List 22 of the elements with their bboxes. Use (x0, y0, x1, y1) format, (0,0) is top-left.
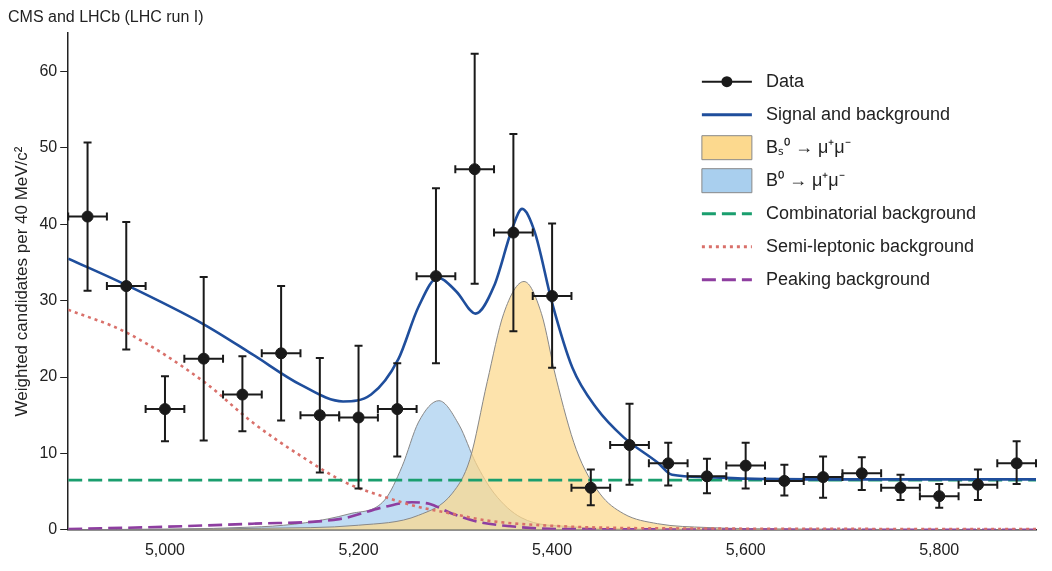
y-tick-label: 60 (39, 61, 58, 79)
legend-label: Bₛ⁰ → μ⁺μ⁻ (765, 136, 851, 157)
x-tick-label: 5,000 (144, 540, 186, 558)
x-tick-label: 5,400 (532, 540, 573, 558)
legend-label: Semi-leptonic background (765, 235, 974, 256)
x-tick-label: 5,200 (338, 540, 379, 558)
legend-label: Combinatorial background (765, 202, 976, 223)
legend-label: Peaking background (765, 268, 930, 289)
y-tick-label: 10 (39, 443, 58, 461)
y-tick-label: 0 (48, 520, 58, 538)
line-series (68, 207, 1036, 481)
legend-label: Data (765, 70, 805, 91)
y-tick-label: 50 (39, 138, 58, 156)
x-tick-label: 5,600 (725, 540, 766, 558)
y-tick-label: 20 (39, 367, 58, 385)
legend-label: B⁰ → μ⁺μ⁻ (765, 169, 845, 190)
y-tick-label: 30 (39, 291, 58, 309)
legend-label: Signal and background (765, 103, 951, 124)
x-tick-label: 5,800 (919, 540, 960, 558)
y-tick-label: 40 (39, 214, 58, 232)
y-axis-title: Weighted candidates per 40 MeV/c² (11, 146, 31, 417)
chart-title: CMS and LHCb (LHC run I) (8, 8, 204, 26)
